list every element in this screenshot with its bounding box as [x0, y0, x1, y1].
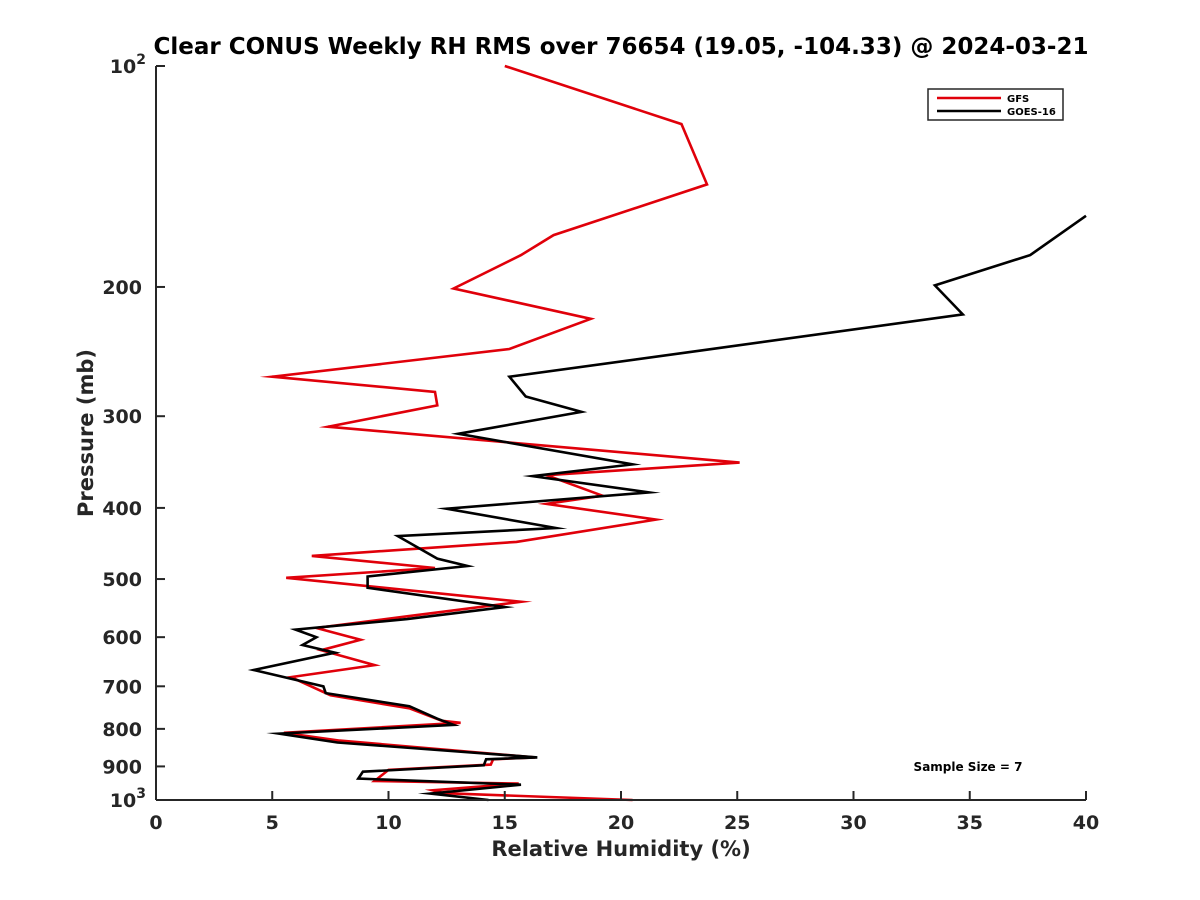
x-tick-label: 35 — [957, 812, 983, 834]
x-tick-label: 25 — [724, 812, 750, 834]
x-tick-label: 40 — [1073, 812, 1099, 834]
sample-size-note: Sample Size = 7 — [914, 760, 1023, 774]
x-tick-label: 20 — [608, 812, 634, 834]
x-tick-label: 30 — [840, 812, 866, 834]
y-tick-label: 200 — [102, 277, 142, 299]
y-tick-label: 600 — [102, 627, 142, 649]
y-tick-label: 102 — [110, 52, 146, 78]
x-tick-label: 0 — [149, 812, 162, 834]
y-tick-label: 103 — [110, 786, 146, 812]
legend: GFS GOES-16 — [927, 88, 1064, 121]
y-tick-label: 800 — [102, 719, 142, 741]
axes-layer: 0 5 10 15 20 25 30 35 40 102 200 300 400 500 600 700 800… — [102, 52, 1099, 834]
y-tick-label: 900 — [102, 756, 142, 778]
series-line-goes16 — [247, 214, 1087, 802]
x-tick-label: 5 — [266, 812, 279, 834]
x-tick-label: 10 — [375, 812, 401, 834]
x-axis-label: Relative Humidity (%) — [491, 837, 750, 861]
y-axis-label: Pressure (mb) — [74, 349, 98, 517]
legend-label-goes16: GOES-16 — [1007, 107, 1056, 118]
x-tick-label: 15 — [492, 812, 518, 834]
y-tick-label: 700 — [102, 676, 142, 698]
y-tick-label: 500 — [102, 569, 142, 591]
series-layer — [247, 64, 1087, 802]
y-tick-label: 400 — [102, 498, 142, 520]
chart-title: Clear CONUS Weekly RH RMS over 76654 (19… — [154, 34, 1089, 60]
legend-label-gfs: GFS — [1007, 94, 1029, 105]
y-tick-label: 300 — [102, 406, 142, 428]
legend-box — [927, 88, 1064, 121]
